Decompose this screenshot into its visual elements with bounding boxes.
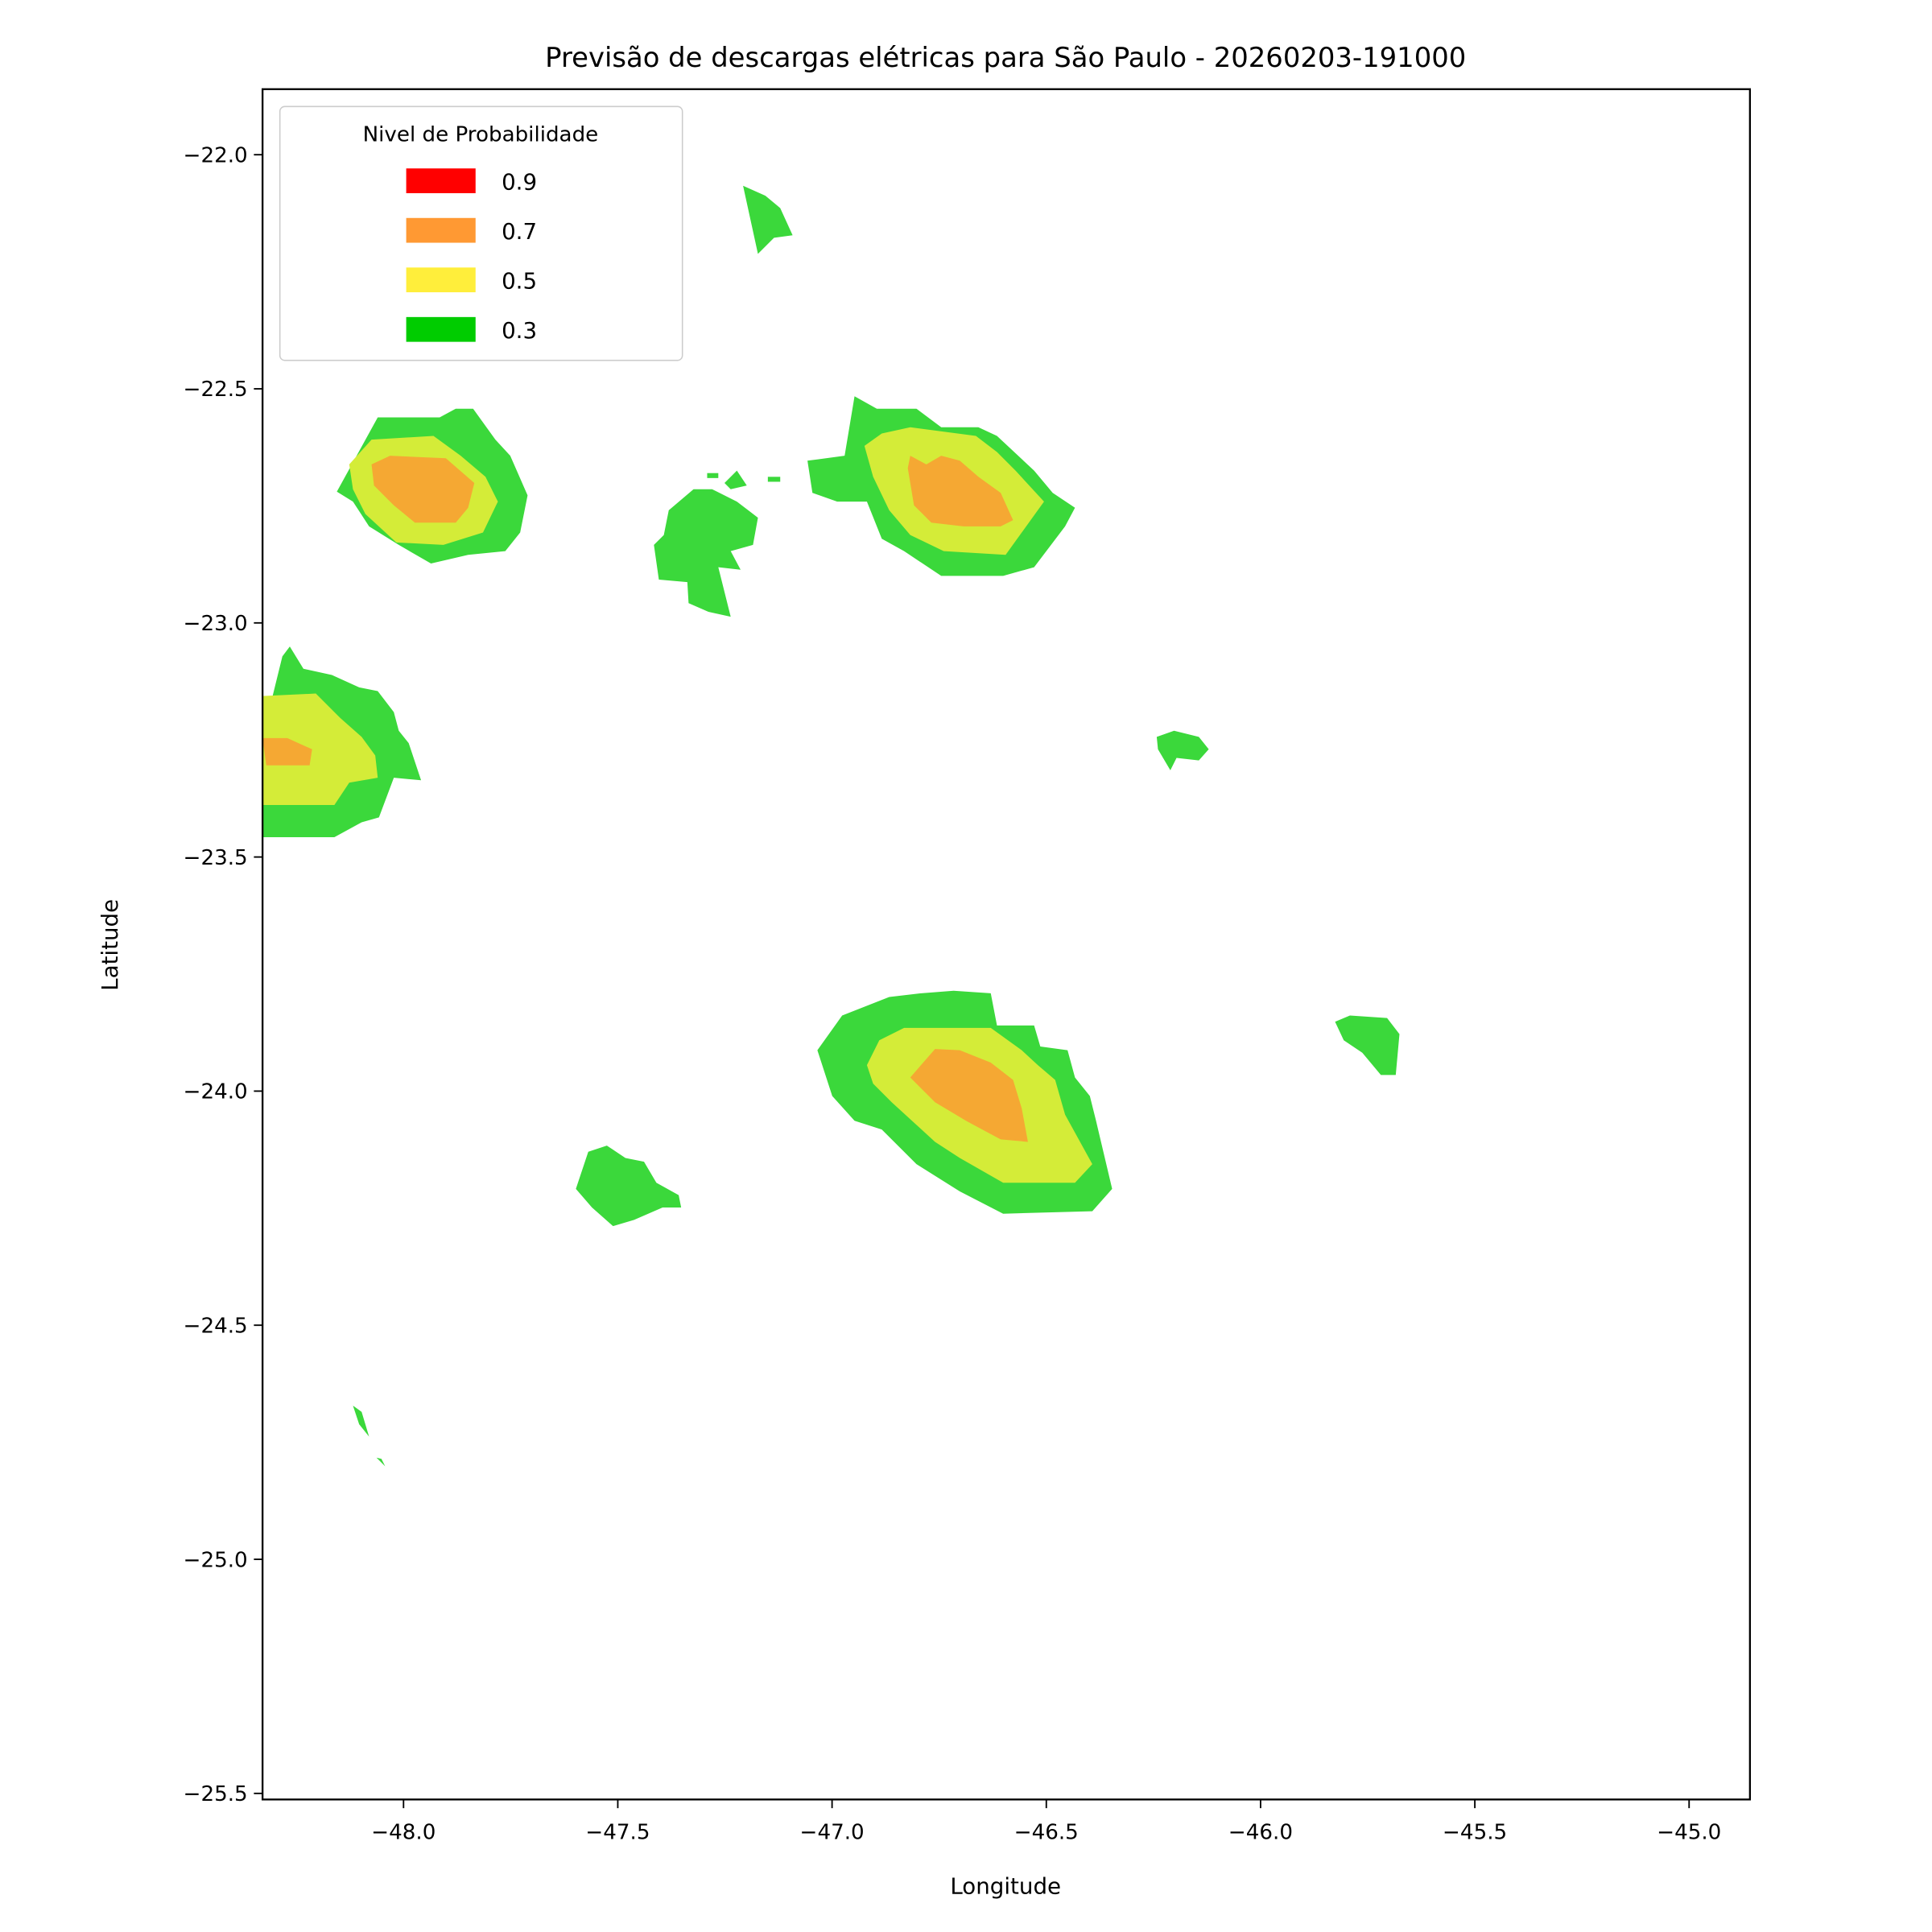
contour-region bbox=[767, 477, 781, 482]
contour-region bbox=[910, 1049, 1028, 1142]
x-tick-label: −46.5 bbox=[1014, 1821, 1079, 1845]
legend-label: 0.9 bbox=[502, 168, 537, 195]
y-tick-label: −24.0 bbox=[184, 1080, 248, 1104]
legend-swatch bbox=[406, 267, 476, 293]
contour-region bbox=[576, 1146, 682, 1227]
x-tick-label: −48.0 bbox=[371, 1821, 436, 1845]
contour-region bbox=[907, 456, 1013, 526]
x-tick-label: −47.5 bbox=[585, 1821, 650, 1845]
y-tick-label: −24.5 bbox=[184, 1314, 248, 1338]
legend-label: 0.7 bbox=[502, 218, 537, 245]
y-tick-label: −22.0 bbox=[184, 143, 248, 167]
y-tick-label: −22.5 bbox=[184, 378, 248, 402]
legend: Nivel de Probabilidade 0.9 0.7 0.5 0.3 bbox=[279, 105, 683, 361]
contour-region bbox=[654, 489, 758, 617]
contour-region bbox=[353, 1406, 369, 1437]
x-axis-label: Longitude bbox=[950, 1872, 1061, 1899]
contour-region bbox=[1335, 1015, 1400, 1075]
legend-label: 0.3 bbox=[502, 317, 537, 344]
legend-swatch bbox=[406, 168, 476, 193]
x-tick-label: −45.5 bbox=[1443, 1821, 1507, 1845]
legend-swatch bbox=[406, 316, 476, 342]
contour-region bbox=[1156, 730, 1209, 770]
contour-region bbox=[262, 693, 378, 805]
y-tick-label: −23.5 bbox=[184, 846, 248, 870]
level-0-7 bbox=[262, 456, 1028, 1142]
plot-frame bbox=[261, 88, 1751, 1801]
x-tick-label: −45.0 bbox=[1657, 1821, 1721, 1845]
contour-region bbox=[707, 473, 719, 478]
legend-box bbox=[279, 105, 683, 361]
x-tick-label: −47.0 bbox=[800, 1821, 865, 1845]
contour-region bbox=[376, 1457, 386, 1467]
legend-label: 0.5 bbox=[502, 267, 537, 294]
x-tick-label: −46.0 bbox=[1228, 1821, 1293, 1845]
y-tick-label: −25.5 bbox=[184, 1782, 248, 1806]
y-tick-label: −23.0 bbox=[184, 612, 248, 636]
legend-title: Nivel de Probabilidade bbox=[363, 122, 599, 147]
contour-region bbox=[371, 456, 475, 523]
y-axis-label: Latitude bbox=[97, 899, 123, 991]
contour-region bbox=[262, 737, 312, 766]
contour-region bbox=[724, 470, 747, 489]
legend-swatch bbox=[406, 217, 476, 243]
chart-title: Previsão de descargas elétricas para São… bbox=[545, 42, 1466, 73]
contours bbox=[262, 185, 1400, 1467]
y-tick-label: −25.0 bbox=[184, 1548, 248, 1572]
contour-region bbox=[743, 185, 793, 254]
